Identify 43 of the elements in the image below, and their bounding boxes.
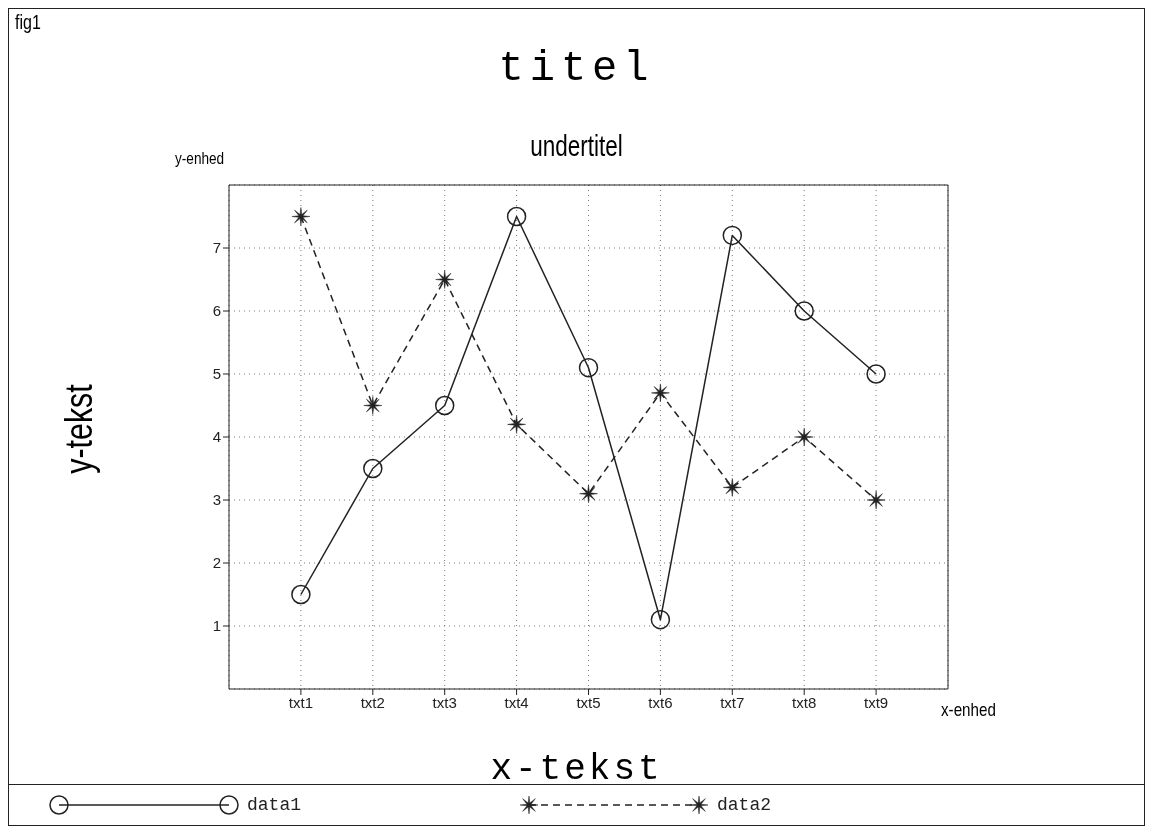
- point: [794, 301, 814, 321]
- x-tick-label: txt1: [288, 693, 313, 711]
- y-tick-label: 3: [212, 491, 221, 509]
- x-tick-label: txt8: [792, 693, 817, 711]
- x-tick-label: txt3: [432, 693, 457, 711]
- point: [866, 364, 886, 384]
- point: [434, 395, 455, 416]
- y-tick-label: 7: [212, 239, 221, 257]
- x-tick-label: txt6: [648, 693, 673, 711]
- x-tick-label: txt9: [864, 693, 889, 711]
- point: [650, 609, 671, 630]
- text: y-enhed: [175, 149, 225, 169]
- legend-label: data2: [717, 795, 772, 815]
- x-tick-label: txt7: [720, 693, 745, 711]
- legend-label: data1: [247, 795, 302, 815]
- chart-title: titel: [497, 45, 656, 93]
- x-tick-label: txt4: [504, 693, 529, 711]
- point: [435, 270, 454, 289]
- point: [651, 383, 670, 403]
- y-tick-label: 1: [212, 617, 221, 635]
- point: [507, 415, 526, 434]
- y-axis-title: y-tekst: [57, 383, 101, 476]
- x-tick-label: txt2: [360, 693, 385, 711]
- y-tick-label: 4: [212, 428, 221, 446]
- point: [794, 427, 814, 447]
- point: [506, 206, 527, 227]
- chart-subtitle: undertitel: [530, 129, 623, 162]
- point: [363, 396, 383, 415]
- y-tick-label: 6: [212, 302, 221, 320]
- point: [722, 225, 743, 246]
- x-tick-label: txt5: [576, 693, 601, 711]
- caption: fig1: [15, 11, 41, 34]
- point: [363, 458, 383, 479]
- text: x-enhed: [941, 699, 996, 721]
- point: [866, 490, 886, 510]
- point: [579, 484, 598, 503]
- point: [291, 584, 311, 605]
- y-tick-label: 5: [212, 365, 221, 383]
- point: [723, 478, 742, 497]
- point: [578, 357, 599, 378]
- y-tick-label: 2: [212, 554, 221, 572]
- x-axis-title: x-tekst: [489, 749, 664, 790]
- point: [291, 207, 311, 226]
